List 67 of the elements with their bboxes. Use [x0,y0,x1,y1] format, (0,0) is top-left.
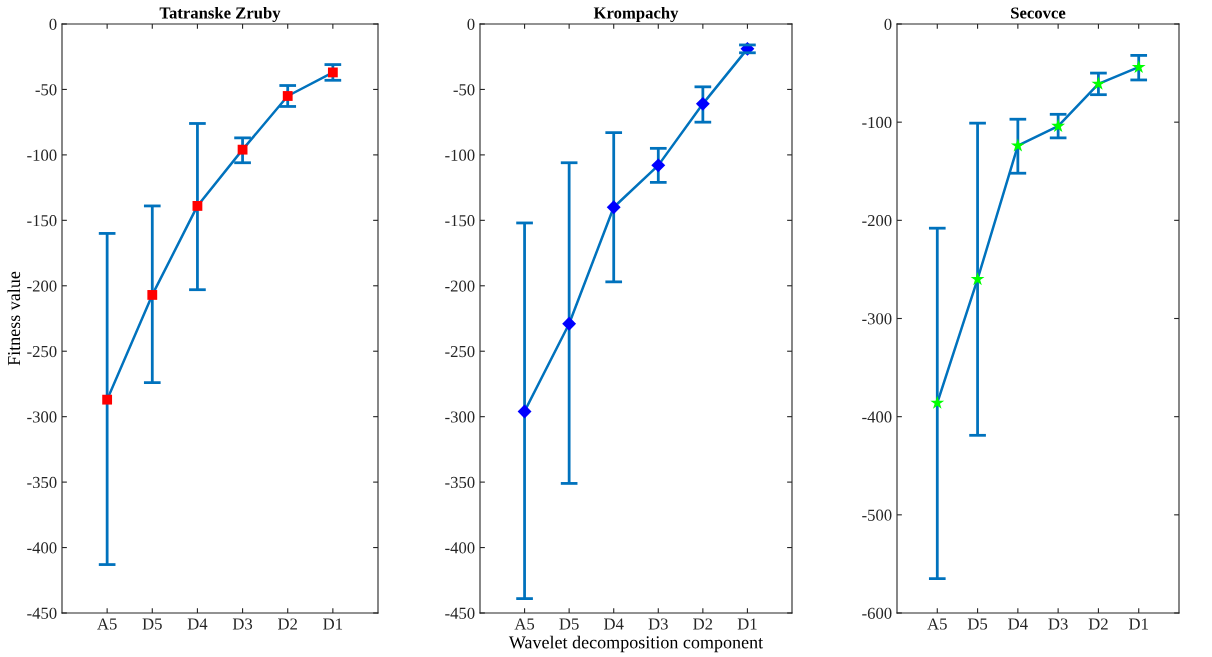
point [147,290,158,300]
x-tick-label: D4 [604,618,624,630]
point [562,316,577,331]
y-tick-label: -400 [445,542,475,554]
point [606,200,621,215]
chart-title: Tatranske Zruby [159,6,281,23]
x-tick-label: D5 [559,618,579,630]
y-tick-label: -350 [27,476,57,489]
point [695,96,710,111]
x-tick-label: D2 [693,618,713,630]
y-tick-label: -300 [862,313,892,325]
y-tick-label: -400 [27,542,57,554]
y-tick-label: -50 [35,84,57,96]
y-tick-label: -250 [445,345,475,358]
x-tick-label: D4 [187,618,208,630]
y-tick-label: -100 [27,149,57,161]
y-tick-label: -250 [27,345,57,358]
point [1010,138,1025,152]
point [1091,76,1106,90]
point [237,144,248,155]
y-tick-label: -450 [445,607,475,619]
x-tick-label: D3 [232,618,253,630]
point [1051,118,1066,132]
y-tick-label: 0 [467,18,475,30]
x-tick-label: D4 [1008,618,1028,630]
x-tick-label: D1 [1129,618,1148,630]
chart-title: Secovce [1011,7,1066,19]
point [517,404,532,419]
x-tick-label: D1 [737,618,757,630]
y-tick-label: 0 [884,18,892,30]
x-axis-title: Wavelet decomposition component [508,635,764,653]
y-tick-label: -50 [453,84,475,96]
y-tick-label: -300 [27,411,57,423]
y-tick-label: -200 [27,280,57,292]
x-tick-label: D3 [1048,618,1068,630]
x-tick-label: A5 [927,618,947,630]
point [970,271,985,286]
x-tick-label: D3 [648,618,668,630]
y-tick-label: -100 [445,149,475,161]
y-tick-label: -500 [862,509,892,521]
point [930,395,945,409]
point [327,67,338,78]
y-tick-label: -600 [862,607,892,619]
x-tick-label: A5 [514,618,535,630]
point [1131,59,1146,74]
point [282,91,293,101]
y-tick-label: -450 [27,607,57,619]
y-axis-title: Fitness value [7,271,21,366]
y-tick-label: -100 [862,116,892,129]
x-tick-label: D2 [1088,618,1108,630]
x-tick-label: D5 [142,618,162,630]
x-tick-label: A5 [97,618,117,630]
y-tick-label: -400 [862,411,892,423]
x-tick-label: D1 [323,618,343,630]
x-tick-label: D5 [967,618,988,630]
chart-title: Krompachy [593,6,679,23]
x-tick-label: D2 [278,618,297,630]
y-tick-label: -200 [445,280,475,292]
y-tick-label: -150 [27,215,57,227]
point [102,394,113,405]
y-tick-label: -350 [445,476,475,489]
y-tick-label: -300 [445,411,475,423]
point [651,158,666,173]
y-tick-label: -150 [445,215,475,227]
y-tick-label: 0 [49,18,57,30]
point [192,201,203,211]
y-tick-label: -200 [862,215,892,227]
